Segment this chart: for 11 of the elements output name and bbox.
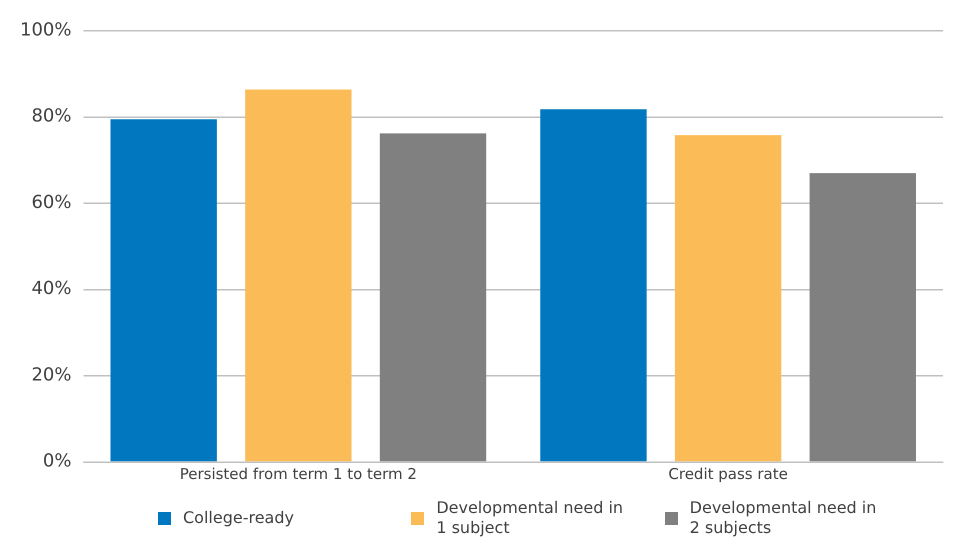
legend-label: Developmental need in 2 subjects [690,498,878,538]
y-tick-label: 0% [42,450,72,472]
legend-label: Developmental need in 1 subject [436,498,624,538]
x-tick-label: Credit pass rate [668,464,788,483]
y-tick-label: 60% [31,192,72,213]
x-tick-label: Persisted from term 1 to term 2 [180,464,417,483]
y-tick-label: 80% [31,106,72,127]
y-tick-label: 20% [31,364,72,386]
legend-label: College-ready [183,508,294,528]
y-tick-label: 40% [31,278,72,300]
y-tick-label: 100% [20,19,72,40]
